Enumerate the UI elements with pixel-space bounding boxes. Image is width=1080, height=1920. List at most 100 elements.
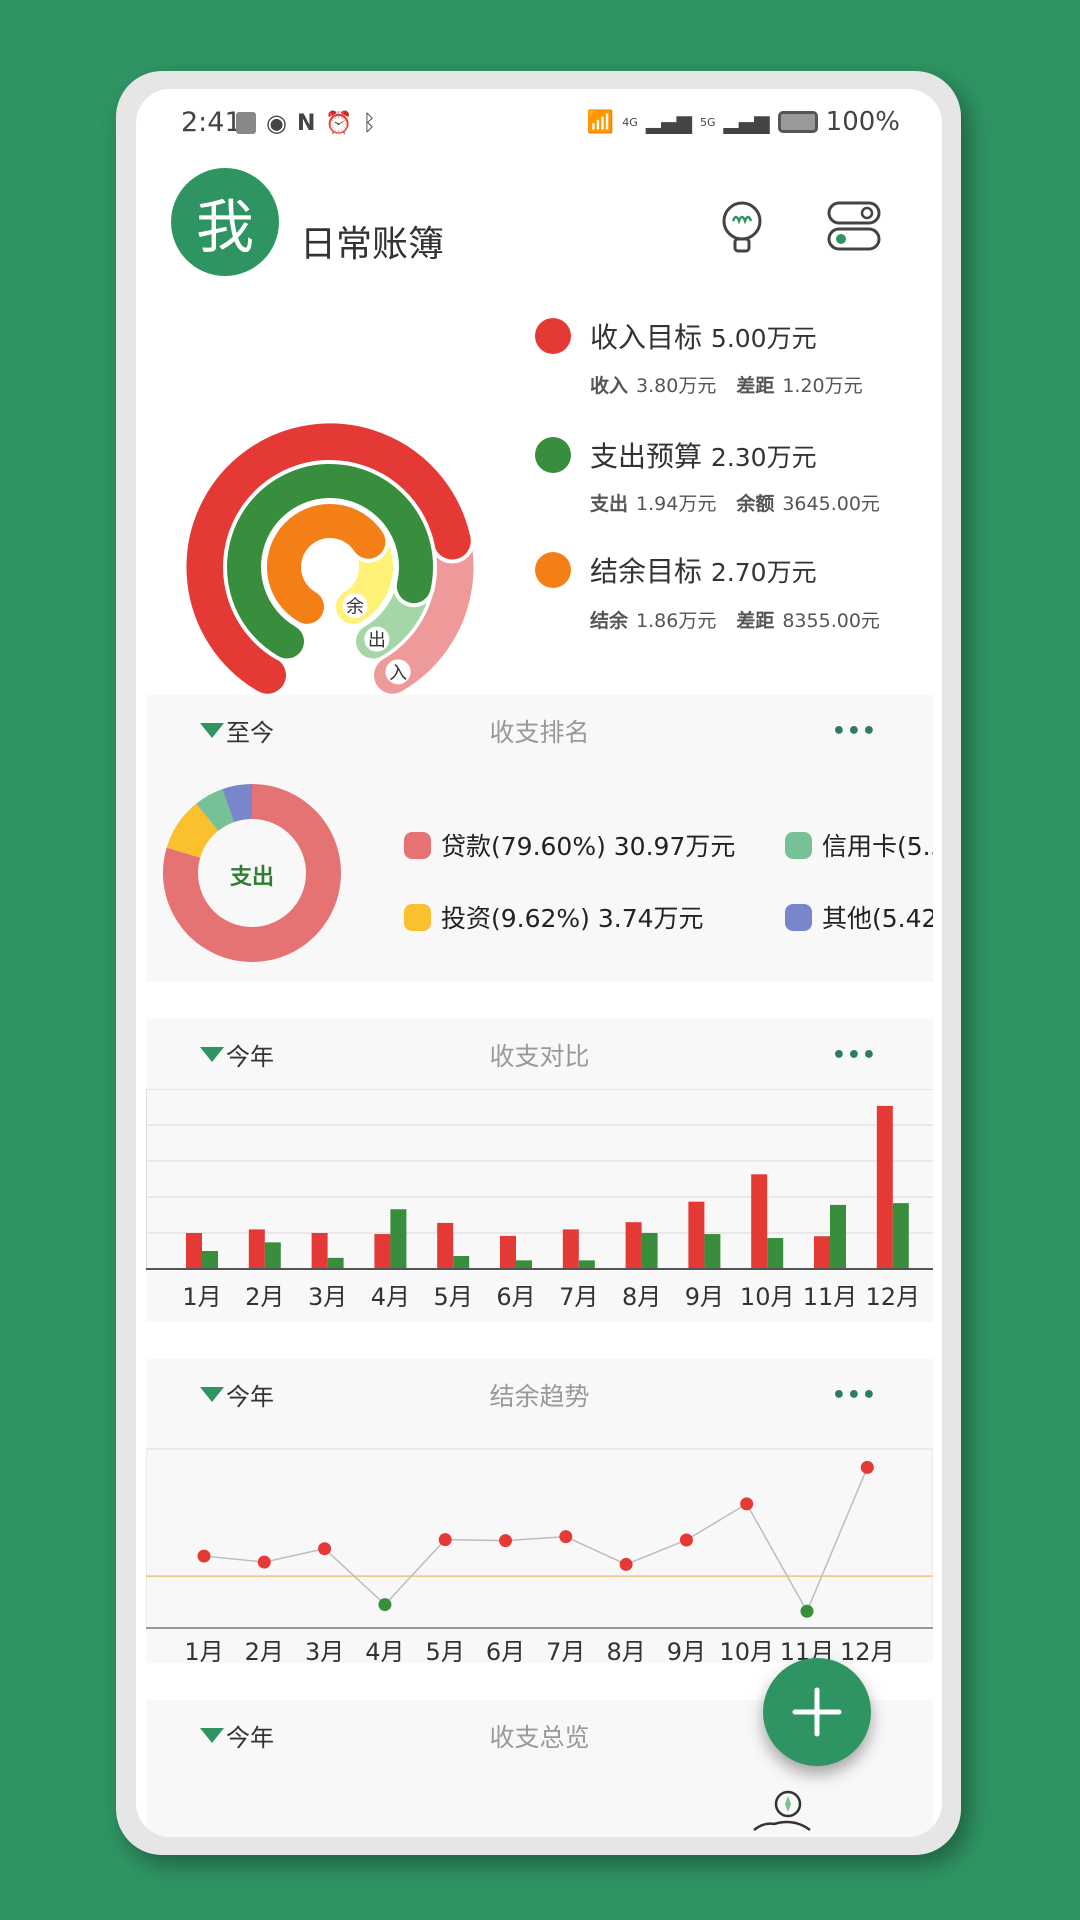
- legend-item[interactable]: 信用卡(5.3: [785, 827, 933, 863]
- expense-bar: [264, 1242, 281, 1269]
- alarm-icon: ⏰: [325, 110, 353, 136]
- legend-label: 其他(5.42%: [822, 904, 933, 933]
- trend-line-chart[interactable]: 1月 2月 3月 4月 5月 6月 7月 8月 9月 10月 11月 12月: [146, 1429, 933, 1663]
- donut-center-label: 支出: [229, 865, 274, 890]
- more-icon[interactable]: •••: [831, 1383, 877, 1408]
- data-point: [197, 1549, 211, 1563]
- status-time: 2:41: [181, 107, 242, 138]
- expense-donut-chart[interactable]: [162, 783, 342, 963]
- ring-label-badge: [339, 590, 371, 622]
- network-4g: 4G: [622, 115, 638, 129]
- network-5g: 5G: [699, 115, 716, 129]
- sub-value: 1.20万元: [782, 375, 863, 397]
- income-bar: [751, 1174, 768, 1269]
- x-tick-label: 5月: [426, 1638, 465, 1663]
- legend-swatch: [404, 903, 431, 931]
- expense-bar: [202, 1251, 218, 1269]
- wifi-icon: 📶: [586, 109, 615, 135]
- legend-item[interactable]: 投资(9.62%) 3.74万元: [404, 899, 704, 935]
- data-point: [740, 1497, 754, 1511]
- ring-progress: [227, 464, 433, 659]
- app-title[interactable]: 日常账簿: [300, 224, 445, 265]
- range-label: 至今: [226, 719, 274, 747]
- compare-bar-chart[interactable]: 1月 2月 3月 4月 5月 6月 7月 8月 9月 10月 11月 12月: [146, 1089, 933, 1322]
- legend-item[interactable]: 贷款(79.60%) 30.97万元: [404, 827, 735, 863]
- piggy-bank-icon: [753, 1790, 811, 1832]
- eye-icon: ◉: [266, 109, 287, 137]
- sub-label: 收入: [590, 375, 629, 397]
- donut-slice: [166, 803, 219, 859]
- battery-percent: 100%: [825, 107, 900, 137]
- income-bar: [625, 1222, 642, 1269]
- expense-bar: [516, 1260, 532, 1269]
- plus-icon: [792, 1687, 842, 1737]
- avatar[interactable]: 我: [171, 168, 279, 276]
- ring-progress: [186, 423, 471, 694]
- card-title: 结余趋势: [489, 1382, 590, 1411]
- expense-bar: [830, 1204, 846, 1269]
- expense-bar: [453, 1256, 470, 1269]
- income-bar: [814, 1236, 830, 1269]
- data-point: [318, 1542, 332, 1556]
- more-icon[interactable]: •••: [831, 1043, 877, 1068]
- sub-value: 1.94万元: [636, 493, 717, 515]
- expense-bar: [892, 1203, 909, 1269]
- triangle-down-icon: [200, 1047, 224, 1062]
- goal-rings-chart: 入出余: [182, 419, 475, 698]
- income-bar: [374, 1234, 391, 1269]
- x-tick-label: 11月: [803, 1283, 858, 1311]
- x-tick-label: 2月: [245, 1638, 284, 1663]
- more-icon[interactable]: •••: [831, 719, 877, 744]
- status-icons-left: ◉ N ⏰ ᛒ: [236, 109, 376, 137]
- data-point: [619, 1557, 633, 1571]
- ring-label-badge: [361, 623, 393, 655]
- sub-label: 结余: [590, 610, 629, 632]
- income-bar: [248, 1229, 265, 1269]
- sub-value: 3.80万元: [636, 375, 717, 397]
- data-point: [800, 1604, 814, 1618]
- trend-card: 今年 结余趋势 ••• 1月 2月 3月 4月 5月 6月 7月 8月 9月 10月 11月 12月: [146, 1359, 933, 1663]
- range-label: 今年: [226, 1724, 274, 1752]
- range-dropdown[interactable]: 今年: [200, 1377, 274, 1412]
- legend-label: 贷款(79.60%) 30.97万元: [441, 832, 736, 861]
- x-tick-label: 1月: [182, 1283, 221, 1311]
- triangle-down-icon: [200, 1387, 224, 1402]
- data-point: [559, 1530, 573, 1544]
- goal-amount: 2.30万元: [710, 443, 817, 472]
- battery-icon: [777, 111, 818, 133]
- status-icons-right: 📶 4G ▂▄▆ 5G ▂▄▆ 100%: [587, 107, 900, 137]
- donut-slice: [163, 784, 341, 962]
- range-dropdown[interactable]: 至今: [200, 713, 274, 748]
- legend-swatch: [785, 903, 812, 931]
- x-tick-label: 6月: [486, 1638, 525, 1663]
- ranking-card: 至今 收支排名 ••• 支出 贷款(79.60%) 30.97万元 投资(9.6…: [146, 695, 933, 982]
- add-record-button[interactable]: [763, 1658, 871, 1766]
- x-tick-label: 1月: [184, 1638, 223, 1663]
- sub-label: 支出: [590, 493, 629, 515]
- data-point: [860, 1460, 874, 1474]
- x-tick-label: 8月: [622, 1283, 661, 1311]
- income-bar: [500, 1235, 516, 1269]
- expense-bar: [704, 1234, 721, 1269]
- ring-progress: [267, 504, 386, 624]
- sub-value: 8355.00元: [782, 610, 880, 632]
- lightbulb-icon[interactable]: [718, 199, 766, 259]
- ring-label: 入: [389, 663, 407, 684]
- expense-bar: [767, 1238, 784, 1269]
- income-bar: [186, 1233, 202, 1269]
- expense-bar: [641, 1233, 658, 1269]
- x-tick-label: 7月: [559, 1283, 598, 1311]
- triangle-down-icon: [200, 723, 224, 738]
- range-dropdown[interactable]: 今年: [200, 1037, 274, 1072]
- x-tick-label: 3月: [305, 1638, 344, 1663]
- ring-label: 出: [368, 630, 386, 651]
- data-point: [378, 1598, 392, 1612]
- legend-item[interactable]: 其他(5.42%: [785, 899, 933, 935]
- card-title: 收支对比: [489, 1042, 590, 1071]
- card-title: 收支总览: [489, 1723, 590, 1752]
- ring-label-badge: [382, 656, 414, 688]
- sub-label: 差距: [736, 375, 775, 397]
- donut-slice: [196, 789, 235, 832]
- range-dropdown[interactable]: 今年: [200, 1718, 274, 1753]
- toggle-switch-icon[interactable]: [826, 199, 882, 255]
